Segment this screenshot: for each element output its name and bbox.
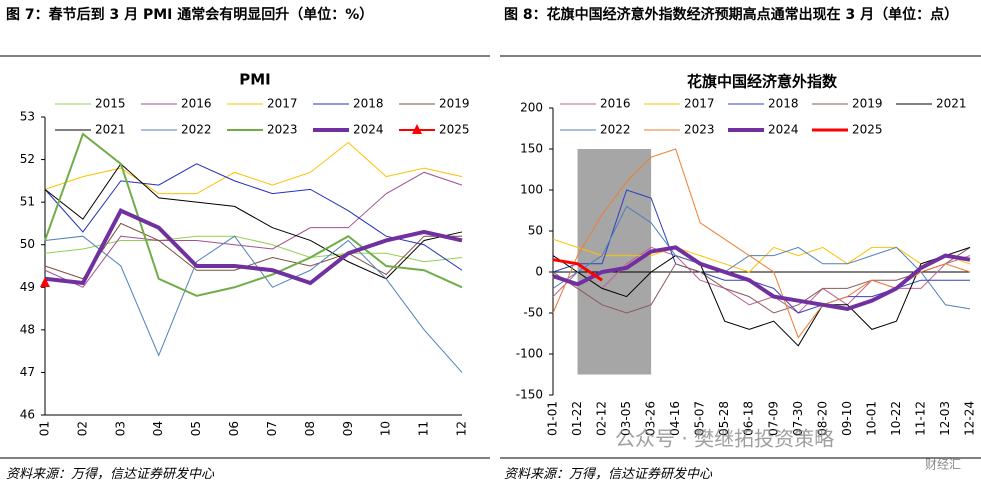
x-tick-label: 09-10 bbox=[840, 401, 854, 436]
x-tick-label: 11 bbox=[417, 421, 431, 436]
legend-label: 2019 bbox=[852, 97, 883, 111]
series-line bbox=[44, 132, 463, 297]
y-tick-label: -50 bbox=[523, 306, 543, 320]
legend-label: 2025 bbox=[439, 123, 470, 137]
x-tick-label: 01-22 bbox=[570, 401, 584, 436]
series-line bbox=[552, 258, 603, 282]
x-tick-label: 12 bbox=[455, 421, 469, 436]
x-tick-label: 03 bbox=[113, 421, 127, 436]
legend-label: 2022 bbox=[181, 123, 212, 137]
series-line bbox=[552, 245, 971, 311]
legend-label: 2017 bbox=[684, 97, 715, 111]
y-tick-label: -150 bbox=[516, 388, 543, 402]
x-tick-label: 07-30 bbox=[791, 401, 805, 436]
x-tick-label: 10 bbox=[379, 421, 393, 436]
x-tick-label: 03-26 bbox=[644, 401, 658, 436]
series-line bbox=[552, 246, 971, 314]
legend-label: 2016 bbox=[181, 97, 212, 111]
x-tick-label: 09 bbox=[341, 421, 355, 436]
figure-title: 图 8：花旗中国经济意外指数经济预期高点通常出现在 3 月（单位：点） bbox=[504, 7, 959, 23]
y-tick-label: 0 bbox=[535, 265, 543, 279]
legend-label: 2017 bbox=[267, 97, 298, 111]
series-line bbox=[44, 171, 463, 288]
series-line bbox=[44, 222, 462, 280]
series-line bbox=[552, 205, 971, 310]
y-tick-label: 50 bbox=[528, 224, 543, 238]
x-tick-label: 01 bbox=[38, 421, 52, 436]
x-tick-label: 08-20 bbox=[815, 401, 829, 436]
legend-label: 2016 bbox=[600, 97, 631, 111]
x-tick-label: 01-01 bbox=[546, 401, 560, 436]
legend-label: 2018 bbox=[768, 97, 799, 111]
x-tick-label: 11-12 bbox=[913, 401, 927, 436]
shaded-range bbox=[577, 149, 652, 375]
x-tick-label: 07 bbox=[265, 421, 279, 436]
legend-label: 2019 bbox=[439, 97, 470, 111]
figure-title: 图 7：春节后到 3 月 PMI 通常会有明显回升（单位：%） bbox=[6, 7, 374, 23]
legend-label: 2018 bbox=[353, 97, 384, 111]
x-tick-label: 12-03 bbox=[938, 401, 952, 436]
chart-title: PMI bbox=[239, 71, 271, 89]
legend-label: 2025 bbox=[852, 123, 883, 137]
series-line bbox=[552, 238, 971, 273]
series-line bbox=[552, 246, 971, 347]
legend-label: 2015 bbox=[95, 97, 126, 111]
y-tick-label: 150 bbox=[520, 142, 543, 156]
x-tick-label: 05 bbox=[189, 421, 203, 436]
y-tick-label: 48 bbox=[20, 322, 35, 336]
series-line bbox=[44, 208, 463, 286]
series-line bbox=[44, 235, 463, 373]
y-tick-label: 46 bbox=[20, 408, 35, 422]
x-tick-label: 06 bbox=[227, 421, 241, 436]
x-tick-label: 06-18 bbox=[742, 401, 756, 436]
y-tick-label: 200 bbox=[520, 101, 543, 115]
legend-label: 2023 bbox=[267, 123, 298, 137]
y-tick-label: -100 bbox=[516, 347, 543, 361]
logo: 财经汇 bbox=[925, 458, 961, 472]
x-tick-label: 05-07 bbox=[693, 401, 707, 436]
legend-label: 2021 bbox=[95, 123, 126, 137]
x-tick-label: 04 bbox=[151, 421, 165, 436]
legend-label: 2022 bbox=[600, 123, 631, 137]
x-tick-label: 03-05 bbox=[619, 401, 633, 436]
legend-label: 2024 bbox=[353, 123, 384, 137]
y-tick-label: 52 bbox=[20, 152, 35, 166]
source: 资料来源：万得，信达证券研发中心 bbox=[504, 467, 713, 482]
x-tick-label: 02-12 bbox=[595, 401, 609, 436]
series-line bbox=[44, 163, 463, 280]
series-line bbox=[44, 141, 463, 195]
y-tick-label: 49 bbox=[20, 280, 35, 294]
y-tick-label: 53 bbox=[20, 110, 35, 124]
source: 资料来源：万得，信达证券研发中心 bbox=[6, 467, 215, 482]
y-tick-label: 100 bbox=[520, 183, 543, 197]
x-tick-label: 07-09 bbox=[766, 401, 780, 436]
marker bbox=[40, 277, 50, 288]
x-tick-label: 04-16 bbox=[668, 401, 682, 436]
y-tick-label: 50 bbox=[20, 237, 35, 251]
legend-label: 2024 bbox=[768, 123, 799, 137]
legend-marker bbox=[412, 124, 422, 134]
series-line bbox=[44, 235, 463, 263]
legend-label: 2021 bbox=[936, 97, 967, 111]
y-tick-label: 47 bbox=[20, 365, 35, 379]
chart-title: 花旗中国经济意外指数 bbox=[687, 73, 838, 91]
x-tick-label: 05-28 bbox=[717, 401, 731, 436]
legend-label: 2023 bbox=[684, 123, 715, 137]
x-tick-label: 10-01 bbox=[864, 401, 878, 436]
watermark: 公众号 · 樊继拓投资策略 bbox=[615, 427, 834, 451]
x-tick-label: 02 bbox=[75, 421, 89, 436]
x-tick-label: 10-22 bbox=[889, 401, 903, 436]
y-tick-label: 51 bbox=[20, 195, 35, 209]
x-tick-label: 08 bbox=[303, 421, 317, 436]
x-tick-label: 12-24 bbox=[963, 401, 977, 436]
